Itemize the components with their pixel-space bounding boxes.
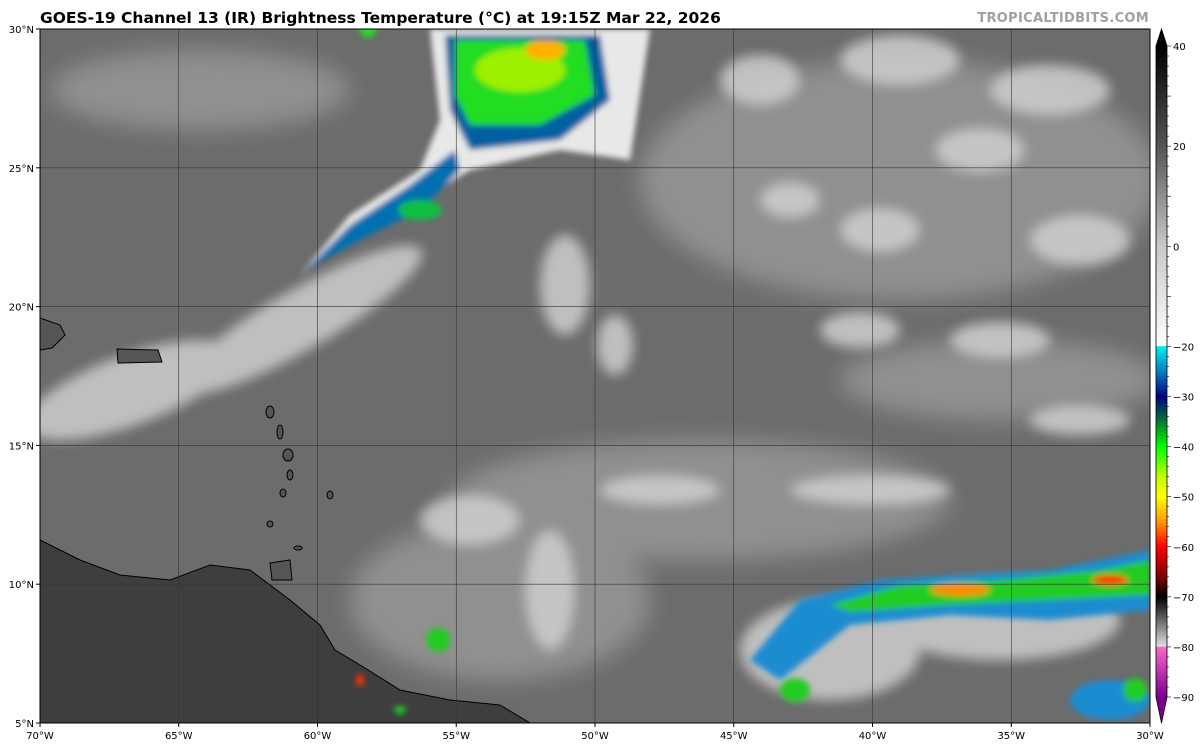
- longitude-label: 35°W: [997, 731, 1025, 742]
- colorbar-label: −40: [1173, 443, 1194, 454]
- longitude-label: 65°W: [165, 731, 193, 742]
- longitude-labels: 70°W 65°W 60°W 55°W 50°W 45°W 40°W 35°W 30°W: [26, 723, 1164, 742]
- colorbar-label: −80: [1173, 643, 1194, 654]
- latitude-label: 30°N: [9, 25, 34, 36]
- watermark-logo: TROPICALTIDBITS.COM: [977, 11, 1149, 26]
- longitude-label: 40°W: [859, 731, 887, 742]
- colorbar: 40 20 0 −20 −30 −40 −50 −60 −70 −80 −90: [1155, 27, 1194, 724]
- ir-imagery: [40, 29, 1150, 723]
- convective-clouds: [300, 29, 1150, 720]
- colorbar-max-arrow: [1156, 29, 1167, 46]
- colorbar-label: −20: [1173, 342, 1194, 353]
- latitude-label: 20°N: [9, 303, 34, 314]
- longitude-label: 55°W: [442, 731, 470, 742]
- colorbar-label: 20: [1173, 142, 1186, 153]
- colorbar-label: −60: [1173, 543, 1194, 554]
- graticule: [40, 29, 1150, 723]
- latitude-label: 15°N: [9, 441, 34, 452]
- colorbar-label: −30: [1173, 393, 1194, 404]
- colorbar-min-arrow: [1156, 697, 1167, 723]
- land-south-america: [40, 539, 531, 723]
- colorbar-label: −90: [1173, 693, 1194, 704]
- longitude-label: 45°W: [720, 731, 748, 742]
- longitude-label: 30°W: [1136, 731, 1164, 742]
- latitude-label: 25°N: [9, 164, 34, 175]
- colorbar-label: 40: [1173, 42, 1186, 53]
- coastlines: [40, 317, 334, 581]
- longitude-label: 50°W: [581, 731, 609, 742]
- colorbar-label: 0: [1173, 242, 1179, 253]
- cloud-fields: [40, 35, 1130, 700]
- latitude-label: 5°N: [15, 719, 34, 730]
- colorbar-label: −70: [1173, 593, 1194, 604]
- colorbar-gradient: [1156, 46, 1167, 697]
- colorbar-label: −50: [1173, 493, 1194, 504]
- latitude-label: 10°N: [9, 580, 34, 591]
- latitude-labels: 30°N 25°N 20°N 15°N 10°N 5°N: [9, 25, 40, 730]
- longitude-label: 60°W: [304, 731, 332, 742]
- map-title: GOES-19 Channel 13 (IR) Brightness Tempe…: [40, 9, 721, 27]
- longitude-label: 70°W: [26, 731, 54, 742]
